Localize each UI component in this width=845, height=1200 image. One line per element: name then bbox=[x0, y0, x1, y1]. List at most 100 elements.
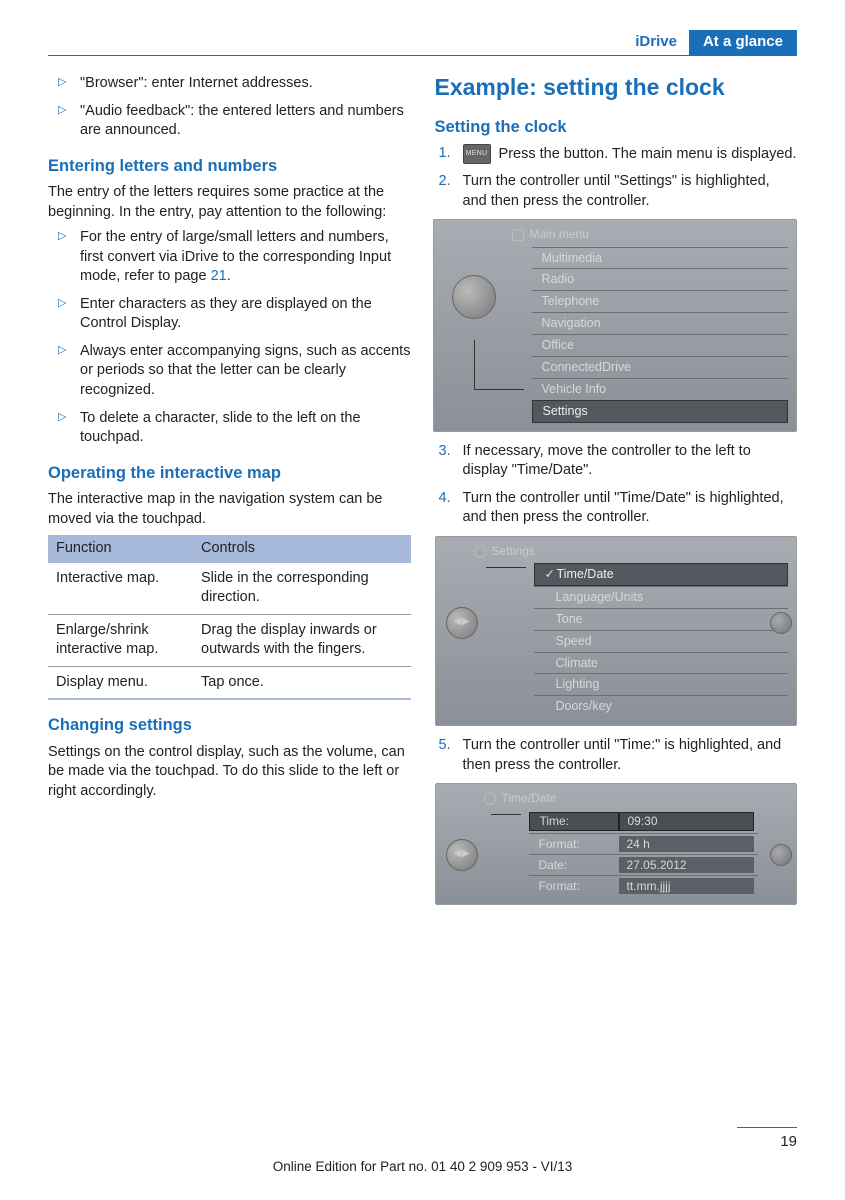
menu-row: Climate bbox=[534, 652, 789, 674]
step-text: Turn the controller until "Time/Date" is… bbox=[463, 490, 784, 526]
right-column: Example: setting the clock Setting the c… bbox=[435, 74, 798, 915]
controller-knob-right-icon bbox=[770, 844, 792, 866]
section-intro: The entry of the letters requires some p… bbox=[48, 183, 411, 222]
screen-menu-list: MultimediaRadioTelephoneNavigationOffice… bbox=[532, 247, 789, 423]
table-cell: Drag the display inwards or outwards wit… bbox=[193, 614, 411, 666]
controller-knob-right-icon bbox=[770, 612, 792, 634]
table-cell: Interactive map. bbox=[48, 563, 193, 615]
menu-row: Office bbox=[532, 334, 789, 356]
screen-title: Main menu bbox=[442, 226, 789, 242]
connector-line bbox=[491, 814, 521, 815]
menu-row: Navigation bbox=[532, 312, 789, 334]
controller-knob-icon bbox=[446, 839, 478, 871]
table-header-row: Function Controls bbox=[48, 535, 411, 563]
menu-row: Settings bbox=[532, 400, 789, 423]
controller-knob-icon bbox=[452, 275, 496, 319]
table-cell: Display menu. bbox=[48, 666, 193, 699]
step-list: 3. If necessary, move the controller to … bbox=[435, 442, 798, 528]
table-row: Display menu. Tap once. bbox=[48, 666, 411, 699]
example-title: Example: setting the clock bbox=[435, 74, 798, 102]
screen-menu-list: ✓Time/DateLanguage/UnitsToneSpeedClimate… bbox=[534, 563, 789, 717]
time-date-rows: Time:09:30Format:24 hDate:27.05.2012Form… bbox=[529, 810, 759, 896]
menu-list-icon bbox=[512, 229, 524, 241]
table-cell: Tap once. bbox=[193, 666, 411, 699]
bullet-item: "Browser": enter Internet addresses. bbox=[80, 74, 411, 94]
screen-title: Settings bbox=[444, 543, 789, 559]
menu-button-icon: MENU bbox=[463, 144, 491, 164]
bullet-item: For the entry of large/small letters and… bbox=[80, 228, 411, 287]
menu-row: Multimedia bbox=[532, 247, 789, 269]
menu-row: Doors/key bbox=[534, 695, 789, 717]
connector-line bbox=[486, 567, 526, 568]
menu-row: ConnectedDrive bbox=[532, 356, 789, 378]
step-number: 2. bbox=[439, 172, 451, 192]
step-number: 4. bbox=[439, 489, 451, 509]
time-date-row: Time:09:30 bbox=[529, 810, 759, 832]
section-intro: The interactive map in the navigation sy… bbox=[48, 490, 411, 529]
table-row: Enlarge/shrink interactive map. Drag the… bbox=[48, 614, 411, 666]
section-heading: Operating the interactive map bbox=[48, 462, 411, 484]
time-date-row: Format:24 h bbox=[529, 833, 759, 854]
bullet-item: Always enter accompanying signs, such as… bbox=[80, 342, 411, 401]
top-bullet-list: "Browser": enter Internet addresses. "Au… bbox=[52, 74, 411, 141]
step-item: 1. MENU Press the button. The main menu … bbox=[463, 144, 798, 164]
sec1-bullets: For the entry of large/small letters and… bbox=[52, 228, 411, 448]
step-list: 1. MENU Press the button. The main menu … bbox=[435, 144, 798, 212]
step-item: 4. Turn the controller until "Time/Date"… bbox=[463, 489, 798, 528]
menu-row: Lighting bbox=[534, 673, 789, 695]
table-row: Interactive map. Slide in the correspond… bbox=[48, 563, 411, 615]
table-cell: Slide in the corresponding direction. bbox=[193, 563, 411, 615]
step-text: If necessary, move the controller to the… bbox=[463, 443, 751, 479]
page-link[interactable]: 21 bbox=[211, 268, 227, 284]
screen-title: Time/Date bbox=[444, 790, 789, 806]
bullet-item: "Audio feedback": the entered letters an… bbox=[80, 102, 411, 141]
header-chapter: At a glance bbox=[689, 30, 797, 55]
menu-row: Speed bbox=[534, 630, 789, 652]
screen-title-text: Time/Date bbox=[502, 791, 557, 805]
menu-row: ✓Time/Date bbox=[534, 563, 789, 586]
page-number: 19 bbox=[737, 1127, 797, 1152]
page-header: iDrive At a glance bbox=[48, 30, 797, 56]
step-item: 2. Turn the controller until "Settings" … bbox=[463, 172, 798, 211]
step-list: 5. Turn the controller until "Time:" is … bbox=[435, 736, 798, 775]
step-number: 5. bbox=[439, 736, 451, 756]
function-table: Function Controls Interactive map. Slide… bbox=[48, 535, 411, 700]
menu-row: Telephone bbox=[532, 290, 789, 312]
step-number: 3. bbox=[439, 442, 451, 462]
time-date-row: Date:27.05.2012 bbox=[529, 854, 759, 875]
step-text: Turn the controller until "Time:" is hig… bbox=[463, 737, 782, 773]
bullet-item: Enter characters as they are displayed o… bbox=[80, 295, 411, 334]
screen-title-text: Main menu bbox=[530, 227, 589, 241]
screen-title-text: Settings bbox=[492, 544, 535, 558]
header-section: iDrive bbox=[623, 30, 689, 55]
footer-text: Online Edition for Part no. 01 40 2 909 … bbox=[0, 1158, 845, 1176]
settings-screenshot: Settings ✓Time/DateLanguage/UnitsToneSpe… bbox=[435, 536, 798, 726]
step-item: 5. Turn the controller until "Time:" is … bbox=[463, 736, 798, 775]
time-date-row: Format:tt.mm.jjjj bbox=[529, 875, 759, 896]
table-header: Controls bbox=[193, 535, 411, 563]
section-heading: Entering letters and numbers bbox=[48, 155, 411, 177]
bullet-text: For the entry of large/small letters and… bbox=[80, 229, 391, 284]
time-date-screenshot: Time/Date Time:09:30Format:24 hDate:27.0… bbox=[435, 783, 798, 905]
connector-line bbox=[474, 340, 524, 390]
table-cell: Enlarge/shrink interactive map. bbox=[48, 614, 193, 666]
bullet-item: To delete a character, slide to the left… bbox=[80, 409, 411, 448]
step-text: Turn the controller until "Settings" is … bbox=[463, 173, 770, 209]
step-text: Press the button. The main menu is displ… bbox=[499, 146, 797, 162]
menu-row: Vehicle Info bbox=[532, 378, 789, 400]
left-column: "Browser": enter Internet addresses. "Au… bbox=[48, 74, 411, 915]
main-menu-screenshot: Main menu MultimediaRadioTelephoneNaviga… bbox=[433, 219, 798, 431]
menu-row: Language/Units bbox=[534, 586, 789, 608]
controller-knob-icon bbox=[446, 607, 478, 639]
section-body: Settings on the control display, such as… bbox=[48, 743, 411, 802]
step-item: 3. If necessary, move the controller to … bbox=[463, 442, 798, 481]
example-subtitle: Setting the clock bbox=[435, 116, 798, 138]
menu-row: Radio bbox=[532, 268, 789, 290]
table-header: Function bbox=[48, 535, 193, 563]
section-heading: Changing settings bbox=[48, 714, 411, 736]
menu-row: Tone bbox=[534, 608, 789, 630]
gear-icon bbox=[474, 546, 486, 558]
bullet-after: . bbox=[227, 268, 231, 284]
content-columns: "Browser": enter Internet addresses. "Au… bbox=[48, 74, 797, 915]
clock-icon bbox=[484, 793, 496, 805]
